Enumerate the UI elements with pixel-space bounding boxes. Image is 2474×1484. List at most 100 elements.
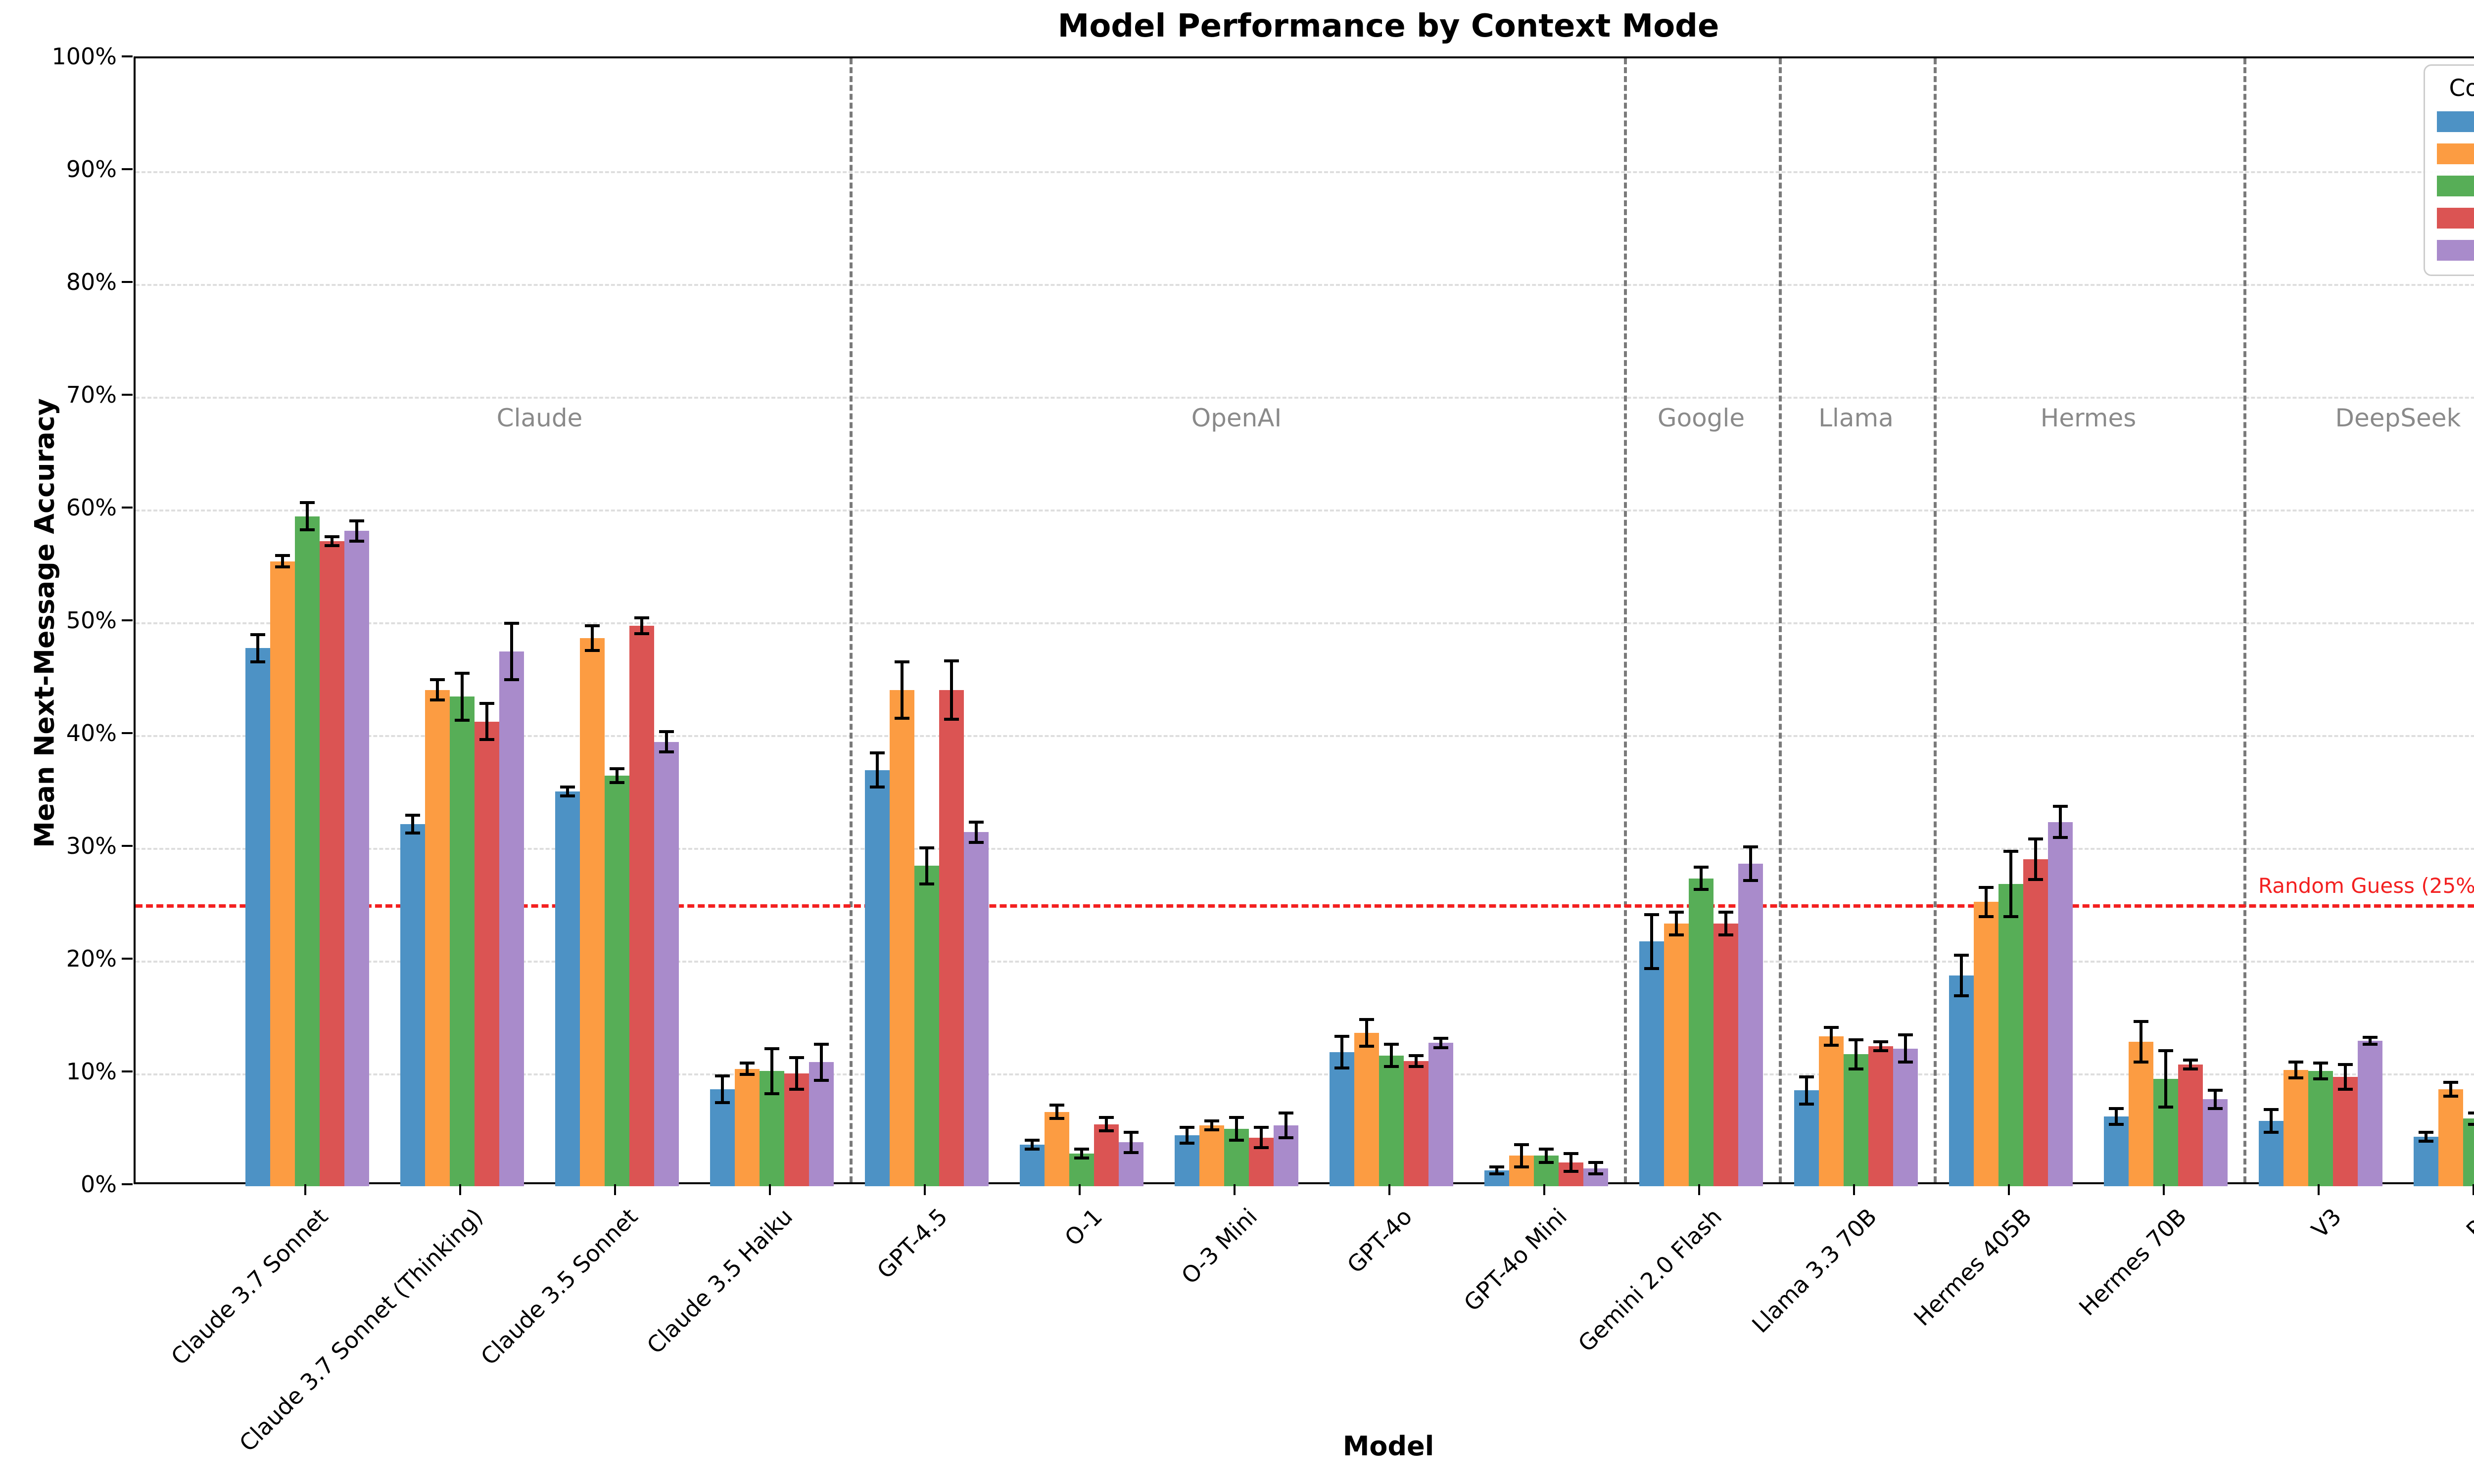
error-bar-cap bbox=[1229, 1115, 1244, 1119]
bar-Gemini 2.0 Flash-100 Summary bbox=[1738, 863, 1763, 1186]
error-bar-cap bbox=[870, 785, 885, 788]
error-bar-cap bbox=[405, 813, 420, 817]
y-tick-label: 30% bbox=[66, 833, 117, 859]
x-tick-label-GPT-4o: GPT-4o bbox=[1341, 1203, 1418, 1279]
error-bar bbox=[1545, 1149, 1548, 1163]
error-bar-cap bbox=[349, 539, 364, 543]
error-bar bbox=[355, 520, 358, 541]
bar-GPT-4.5-No Context bbox=[865, 770, 890, 1186]
plot-area: Random Guess (25%) Claude OpenAI Google Llam… bbox=[134, 56, 2474, 1186]
y-tick bbox=[122, 507, 133, 509]
error-bar-cap bbox=[1279, 1136, 1293, 1139]
error-bar-cap bbox=[1124, 1151, 1139, 1154]
error-bar bbox=[461, 673, 464, 721]
error-bar-cap bbox=[1180, 1142, 1194, 1145]
error-bar-cap bbox=[1254, 1146, 1269, 1150]
error-bar bbox=[1879, 1042, 1882, 1051]
error-bar bbox=[1700, 867, 1703, 890]
error-bar bbox=[640, 617, 643, 634]
error-bar bbox=[2369, 1037, 2372, 1044]
bar-Gemini 2.0 Flash-No Context bbox=[1639, 941, 1664, 1186]
error-bar-cap bbox=[405, 832, 420, 835]
error-bar-cap bbox=[349, 519, 364, 522]
error-bar bbox=[2140, 1021, 2142, 1063]
provider-label-Llama: Llama bbox=[1818, 404, 1894, 432]
error-bar-cap bbox=[2134, 1061, 2148, 1064]
error-bar bbox=[770, 1048, 773, 1094]
y-tick-label: 40% bbox=[66, 720, 117, 746]
error-bar bbox=[1855, 1039, 1857, 1069]
bar-Hermes 405B-No Context bbox=[1949, 975, 1974, 1186]
error-bar-cap bbox=[715, 1074, 730, 1077]
error-bar bbox=[2319, 1063, 2322, 1079]
error-bar bbox=[1415, 1055, 1418, 1067]
error-bar-cap bbox=[1359, 1045, 1374, 1048]
y-tick bbox=[122, 1183, 133, 1185]
y-tick-label: 10% bbox=[66, 1058, 117, 1085]
provider-separator bbox=[1778, 58, 1782, 1182]
error-bar-cap bbox=[1124, 1130, 1139, 1134]
error-bar bbox=[2425, 1132, 2427, 1141]
error-bar-cap bbox=[479, 738, 494, 742]
bar-GPT-4.5-50 Raw bbox=[890, 690, 914, 1186]
error-bar-cap bbox=[2183, 1067, 2198, 1070]
error-bar-cap bbox=[919, 846, 934, 849]
x-tick-label-GPT-4.5: GPT-4.5 bbox=[871, 1203, 953, 1284]
bar-Claude 3.5 Sonnet-100 Raw bbox=[629, 625, 654, 1186]
error-bar-cap bbox=[1074, 1157, 1089, 1159]
y-tick-label: 100% bbox=[51, 43, 117, 70]
x-tick bbox=[1234, 1184, 1236, 1195]
error-bar-cap bbox=[2158, 1106, 2173, 1109]
error-bar-cap bbox=[740, 1062, 755, 1065]
bar-Claude 3.5 Haiku-100 Raw bbox=[784, 1073, 809, 1186]
x-tick bbox=[2473, 1184, 2474, 1195]
legend-rows: No Context 50 Raw 50 Summary 100 Raw 100 Sum… bbox=[2437, 109, 2474, 263]
error-bar bbox=[1439, 1038, 1442, 1048]
error-bar bbox=[1985, 887, 1988, 917]
error-bar bbox=[256, 635, 259, 662]
error-bar-cap bbox=[1694, 865, 1709, 869]
error-bar-cap bbox=[2053, 836, 2068, 839]
error-bar-cap bbox=[2313, 1077, 2328, 1081]
y-tick-label: 20% bbox=[66, 945, 117, 972]
error-bar bbox=[1650, 914, 1653, 969]
y-tick bbox=[122, 55, 133, 57]
error-bar-cap bbox=[2338, 1087, 2353, 1091]
bar-Hermes 405B-100 Summary bbox=[2048, 822, 2073, 1186]
error-bar-cap bbox=[969, 820, 984, 824]
bar-GPT-4.5-50 Summary bbox=[914, 866, 939, 1186]
error-bar-cap bbox=[1074, 1147, 1089, 1151]
error-bar-cap bbox=[275, 554, 290, 557]
error-bar-cap bbox=[1025, 1138, 1040, 1142]
error-bar bbox=[1340, 1036, 1343, 1068]
bar-R1-50 Raw bbox=[2438, 1089, 2463, 1186]
error-bar-cap bbox=[1743, 879, 1758, 882]
error-bar bbox=[1594, 1162, 1597, 1174]
gridline-50 bbox=[136, 622, 2474, 624]
error-bar-cap bbox=[1898, 1061, 1913, 1064]
error-bar bbox=[2059, 806, 2062, 838]
gridline-40 bbox=[136, 735, 2474, 737]
error-bar-cap bbox=[634, 616, 649, 619]
error-bar-cap bbox=[715, 1101, 730, 1105]
error-bar-cap bbox=[2183, 1058, 2198, 1062]
error-bar-cap bbox=[560, 794, 575, 798]
bar-GPT-4o-100 Summary bbox=[1428, 1043, 1453, 1186]
bar-Hermes 70B-100 Summary bbox=[2203, 1099, 2228, 1186]
x-tick bbox=[1388, 1184, 1390, 1195]
error-bar bbox=[1960, 955, 1963, 996]
error-bar-cap bbox=[1334, 1066, 1349, 1069]
bar-Claude 3.7 Sonnet (Thinking)-50 Raw bbox=[425, 690, 450, 1186]
error-bar-cap bbox=[1204, 1128, 1219, 1131]
error-bar-cap bbox=[1644, 967, 1659, 970]
error-bar bbox=[2115, 1108, 2118, 1124]
legend-item-100 Raw: 100 Raw bbox=[2437, 205, 2474, 231]
error-bar bbox=[1495, 1167, 1498, 1174]
bar-Claude 3.7 Sonnet (Thinking)-50 Summary bbox=[450, 696, 475, 1186]
error-bar bbox=[2294, 1062, 2297, 1078]
error-bar-cap bbox=[814, 1042, 829, 1046]
error-bar bbox=[281, 556, 284, 567]
error-bar-cap bbox=[2028, 837, 2043, 840]
gridline-70 bbox=[136, 397, 2474, 399]
bar-O-1-50 Raw bbox=[1045, 1112, 1069, 1186]
